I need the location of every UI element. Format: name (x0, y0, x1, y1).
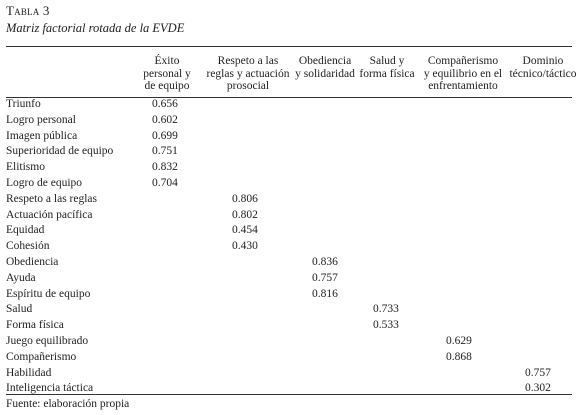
factor-loading: 0.816 (312, 287, 338, 300)
row-label: Elitismo (6, 161, 45, 174)
table-row: Actuación pacífica 0.802 (0, 208, 580, 224)
table-row: Triunfo 0.656 (0, 97, 580, 113)
row-label: Respeto a las reglas (6, 192, 98, 205)
row-label: Habilidad (6, 366, 52, 379)
factor-loading: 0.704 (152, 176, 178, 189)
table-row: Ayuda 0.757 (0, 271, 580, 287)
factor-loading: 0.751 (152, 145, 178, 158)
table-row: Salud 0.733 (0, 302, 580, 318)
row-label: Cohesión (6, 240, 50, 253)
table-row: Espíritu de equipo 0.816 (0, 287, 580, 303)
table-source-note: Fuente: elaboración propia (6, 398, 130, 410)
column-header-salud: Salud y forma física (359, 55, 415, 80)
factor-loading: 0.302 (525, 382, 551, 395)
row-label: Salud (6, 303, 33, 316)
table-row: Compañerismo 0.868 (0, 350, 580, 366)
table-row: Equidad 0.454 (0, 223, 580, 239)
table-row: Elitismo 0.832 (0, 160, 580, 176)
table-top-rule (6, 46, 572, 47)
table-bottom-rule (6, 394, 572, 395)
table-row: Habilidad 0.757 (0, 366, 580, 382)
factor-loading: 0.802 (232, 208, 258, 221)
row-label: Inteligencia táctica (6, 382, 94, 395)
table-row: Respeto a las reglas 0.806 (0, 192, 580, 208)
column-header-companerismo: Compañerismo y equilibrio en el enfrenta… (423, 55, 503, 92)
factor-loading: 0.832 (152, 161, 178, 174)
row-label: Ayuda (6, 271, 36, 284)
table-row: Logro de equipo 0.704 (0, 176, 580, 192)
table-body: Triunfo 0.656 Logro personal 0.602 Imagen pú… (0, 97, 580, 397)
row-label: Forma física (6, 319, 64, 332)
column-header-respeto: Respeto a las reglas y actuación prosoci… (206, 55, 290, 92)
column-header-dominio: Dominio técnico/táctico (509, 55, 577, 80)
table-row: Juego equilibrado 0.629 (0, 334, 580, 350)
row-label: Logro de equipo (6, 176, 83, 189)
table-row: Forma física 0.533 (0, 318, 580, 334)
factor-loading: 0.533 (373, 319, 399, 332)
table-row: Imagen pública 0.699 (0, 129, 580, 145)
factor-loading: 0.454 (232, 224, 258, 237)
column-header-obediencia: Obediencia y solidaridad (295, 55, 355, 80)
factor-loading: 0.806 (232, 192, 258, 205)
column-header-exito: Éxito personal y de equipo (143, 55, 191, 92)
table-label: Tabla 3 (6, 3, 50, 18)
row-label: Logro personal (6, 113, 76, 126)
factor-loading: 0.868 (446, 350, 472, 363)
row-label: Juego equilibrado (6, 334, 89, 347)
table-header-rule (6, 97, 572, 98)
factor-loading: 0.836 (312, 255, 338, 268)
row-label: Espíritu de equipo (6, 287, 91, 300)
row-label: Obediencia (6, 255, 59, 268)
row-label: Imagen pública (6, 129, 78, 142)
factor-loading: 0.699 (152, 129, 178, 142)
factor-loading: 0.430 (232, 240, 258, 253)
table-title: Matriz factorial rotada de la EVDE (6, 21, 185, 35)
row-label: Actuación pacífica (6, 208, 93, 221)
factor-loading: 0.656 (152, 98, 178, 110)
table-row: Cohesión 0.430 (0, 239, 580, 255)
row-label: Superioridad de equipo (6, 145, 114, 158)
factor-loading: 0.602 (152, 113, 178, 126)
factor-loading: 0.757 (525, 366, 551, 379)
row-label: Compañerismo (6, 350, 77, 363)
table-row: Superioridad de equipo 0.751 (0, 144, 580, 160)
row-label: Triunfo (6, 98, 41, 110)
table-row: Logro personal 0.602 (0, 113, 580, 129)
table-row: Inteligencia táctica 0.302 (0, 381, 580, 397)
row-label: Equidad (6, 224, 45, 237)
factor-loading: 0.757 (312, 271, 338, 284)
table-row: Obediencia 0.836 (0, 255, 580, 271)
factor-loading: 0.629 (446, 334, 472, 347)
factor-loading: 0.733 (373, 303, 399, 316)
